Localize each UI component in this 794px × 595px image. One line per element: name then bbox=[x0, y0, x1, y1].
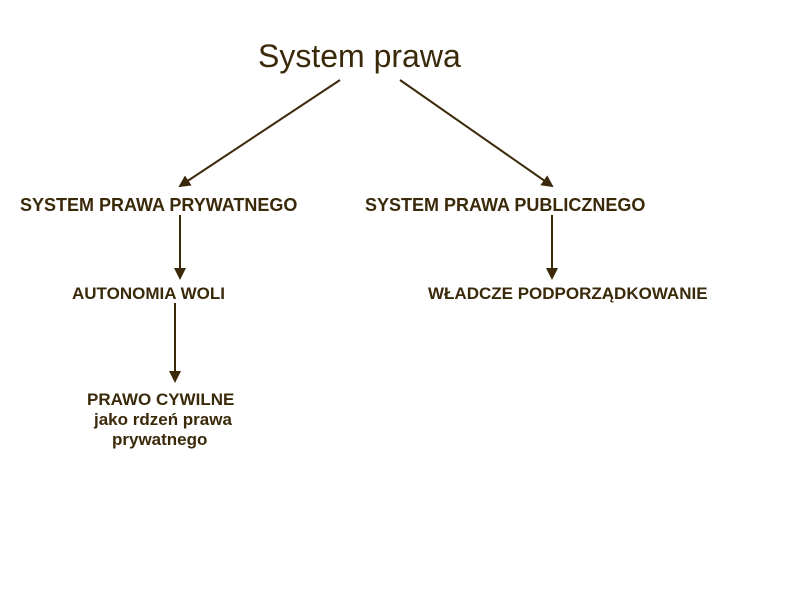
node-pub: SYSTEM PRAWA PUBLICZNEGO bbox=[365, 195, 645, 216]
node-priv: SYSTEM PRAWA PRYWATNEGO bbox=[20, 195, 297, 216]
diagram-title: System prawa bbox=[258, 38, 461, 75]
edge-title-priv bbox=[180, 80, 340, 186]
node-cywilne2: jako rdzeń prawa bbox=[94, 410, 232, 430]
edge-title-pub bbox=[400, 80, 552, 186]
node-autonomia: AUTONOMIA WOLI bbox=[72, 284, 225, 304]
node-wladcze: WŁADCZE PODPORZĄDKOWANIE bbox=[428, 284, 708, 304]
node-cywilne3: prywatnego bbox=[112, 430, 207, 450]
node-cywilne1: PRAWO CYWILNE bbox=[87, 390, 234, 410]
